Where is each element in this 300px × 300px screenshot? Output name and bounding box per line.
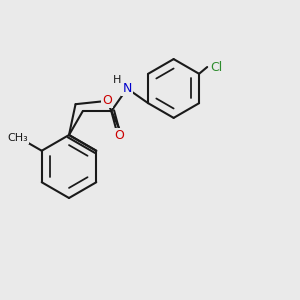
Text: Cl: Cl <box>211 61 223 74</box>
Text: H: H <box>113 75 122 85</box>
Text: O: O <box>114 129 124 142</box>
Text: N: N <box>122 82 132 95</box>
Text: O: O <box>102 94 112 107</box>
Text: CH₃: CH₃ <box>8 133 29 143</box>
